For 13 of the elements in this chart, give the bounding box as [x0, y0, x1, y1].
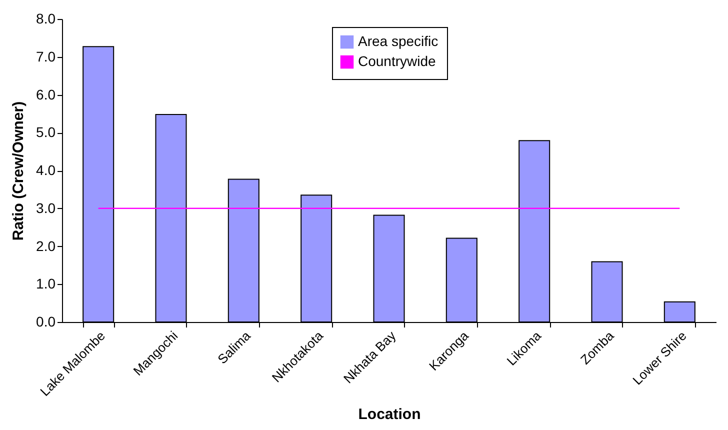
- y-tick-label: 2.0: [36, 238, 56, 254]
- legend-label: Countrywide: [358, 53, 436, 69]
- y-tick-label: 4.0: [36, 162, 56, 178]
- y-tick-label: 1.0: [36, 276, 56, 292]
- y-tick-label: 7.0: [36, 48, 56, 64]
- y-tick-label: 0.0: [36, 314, 56, 330]
- legend-label: Area specific: [358, 33, 438, 49]
- y-tick-label: 6.0: [36, 86, 56, 102]
- y-tick-label: 3.0: [36, 200, 56, 216]
- x-axis-title: Location: [358, 406, 421, 423]
- y-tick-label: 5.0: [36, 124, 56, 140]
- y-axis-title: Ratio (Crew/Owner): [10, 101, 28, 241]
- y-tick-label: 8.0: [36, 10, 56, 26]
